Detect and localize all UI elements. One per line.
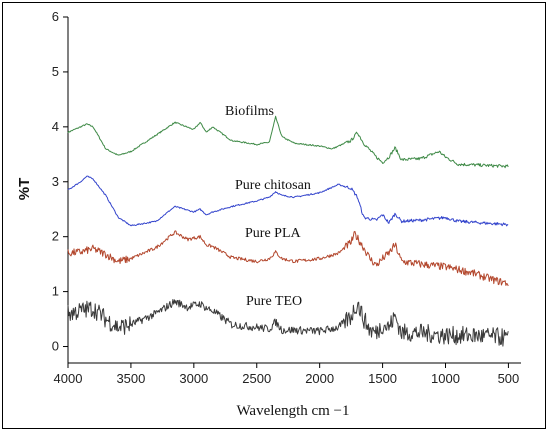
series-line-biofilms [67,115,509,169]
y-tick-label: 1 [52,284,59,299]
x-tick-label: 1000 [431,371,460,386]
x-tick-label: 2500 [242,371,271,386]
x-tick-label: 3500 [116,371,145,386]
labels: Biofilms Pure chitosan Pure PLA Pure TEO… [16,104,350,419]
x-tick-label: 3000 [179,371,208,386]
x-tick-label: 2000 [305,371,334,386]
y-axis-title: %T [16,178,33,201]
x-tick-label: 4000 [54,371,83,386]
series-line-pure-pla [67,230,509,287]
figure-frame: 0 1 2 3 4 5 6 4000 3500 3000 2500 2000 1500 1000 500 B… [2,2,546,429]
y-tick-label: 6 [52,9,59,24]
annotation-pure-teo: Pure TEO [246,294,302,309]
x-tick-label: 500 [498,371,520,386]
y-tick-label: 2 [52,229,59,244]
series-line-pure-chitosan [67,175,509,227]
y-tick-label: 3 [52,174,59,189]
annotation-pure-pla: Pure PLA [245,226,302,241]
x-axis-title: Wavelength cm −1 [236,403,349,419]
axes: 0 1 2 3 4 5 6 4000 3500 3000 2500 2000 1500 1000 500 [52,9,521,386]
annotation-biofilms: Biofilms [225,104,274,119]
series-line-pure-teo [67,299,509,347]
ftir-chart: 0 1 2 3 4 5 6 4000 3500 3000 2500 2000 1500 1000 500 B… [16,9,521,419]
series-layer [67,115,509,347]
x-tick-label: 1500 [368,371,397,386]
y-tick-label: 4 [52,119,59,134]
y-tick-label: 0 [52,339,59,354]
annotation-pure-chitosan: Pure chitosan [235,178,311,193]
y-tick-label: 5 [52,64,59,79]
